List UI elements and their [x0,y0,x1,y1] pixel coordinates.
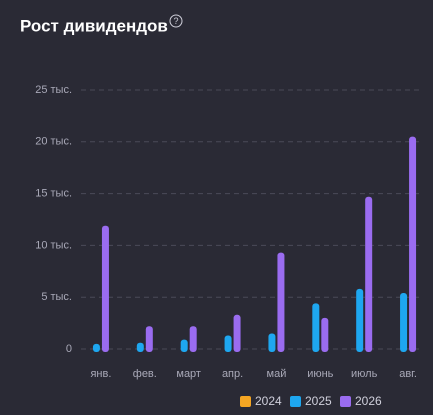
legend-swatch [340,396,351,407]
bar [189,326,197,352]
bar [277,252,285,352]
legend-label: 2026 [355,394,382,408]
legend-swatch [290,396,301,407]
chart-title: Рост дивидендов [20,16,168,35]
bar [145,326,153,352]
bar [356,288,364,352]
bar [312,303,320,352]
legend-label: 2024 [255,394,282,408]
x-tick-label: июнь [307,368,333,380]
bar [409,136,417,352]
bar [92,343,100,352]
x-tick-label: июль [351,368,378,380]
y-tick-label: 15 тыс. [35,188,72,200]
y-tick-label: 0 [66,343,72,355]
bar [400,293,408,352]
bar [224,335,232,352]
y-tick-label: 5 тыс. [41,291,72,303]
x-tick-label: фев. [133,368,157,380]
help-mark[interactable]: ? [173,16,178,26]
y-tick-label: 20 тыс. [35,136,72,148]
x-tick-label: апр. [222,368,243,380]
y-tick-label: 25 тыс. [35,84,72,96]
x-tick-label: авг. [399,368,417,380]
x-tick-label: май [267,368,287,380]
bar [365,196,373,352]
x-tick-label: март [176,368,201,380]
legend-label: 2025 [305,394,332,408]
help-circle[interactable] [169,14,183,28]
y-tick-label: 10 тыс. [35,239,72,251]
bar [233,314,241,352]
bar [268,333,276,352]
bar [180,339,188,352]
x-tick-label: янв. [90,368,111,380]
legend-swatch [240,396,251,407]
bar [101,225,109,352]
bar [136,342,144,352]
bar [321,317,329,352]
help-icon[interactable]: ? [169,14,183,28]
